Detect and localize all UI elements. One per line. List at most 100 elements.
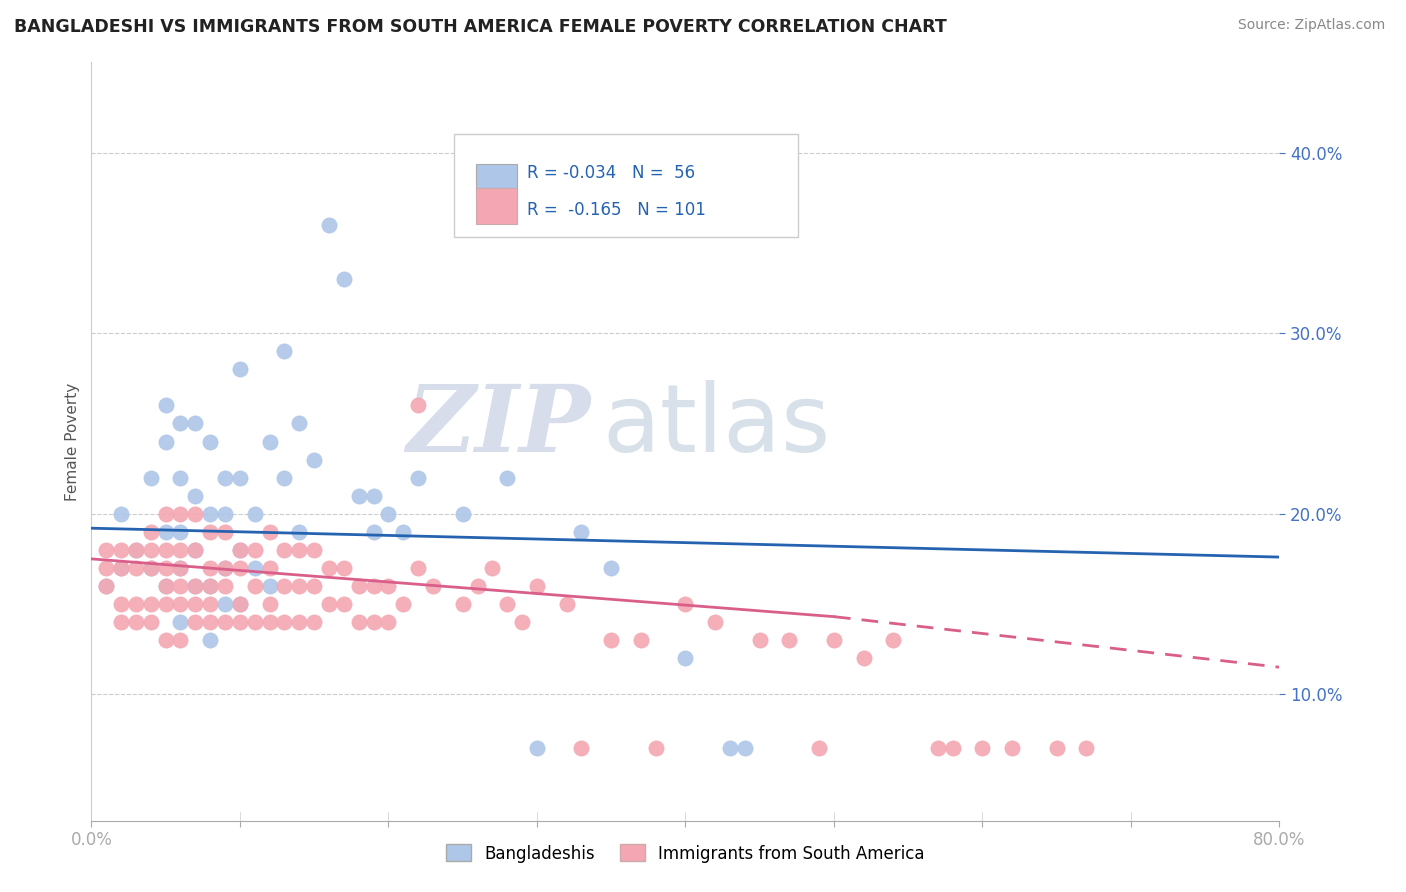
Point	[526, 741, 548, 756]
Point	[139, 615, 162, 629]
Point	[259, 561, 281, 575]
Point	[96, 561, 118, 575]
Point	[200, 524, 222, 539]
Point	[155, 561, 177, 575]
Point	[273, 470, 295, 484]
Point	[125, 615, 148, 629]
Point	[673, 651, 696, 665]
Point	[139, 561, 162, 575]
Point	[200, 561, 222, 575]
Point	[125, 542, 148, 557]
Point	[169, 615, 191, 629]
Point	[200, 434, 222, 449]
Point	[169, 561, 191, 575]
Point	[155, 597, 177, 611]
Point	[363, 579, 385, 593]
Point	[243, 579, 266, 593]
Point	[451, 597, 474, 611]
Text: BANGLADESHI VS IMMIGRANTS FROM SOUTH AMERICA FEMALE POVERTY CORRELATION CHART: BANGLADESHI VS IMMIGRANTS FROM SOUTH AME…	[14, 18, 946, 36]
Point	[526, 579, 548, 593]
Point	[184, 507, 207, 521]
Point	[155, 542, 177, 557]
Point	[184, 489, 207, 503]
Point	[318, 561, 340, 575]
Point	[214, 470, 236, 484]
Point	[184, 615, 207, 629]
Point	[229, 561, 252, 575]
Point	[1076, 741, 1098, 756]
Point	[139, 561, 162, 575]
Point	[214, 561, 236, 575]
Point	[927, 741, 949, 756]
Point	[96, 579, 118, 593]
Text: atlas: atlas	[602, 380, 831, 473]
FancyBboxPatch shape	[454, 135, 799, 236]
Point	[259, 434, 281, 449]
Point	[288, 524, 311, 539]
Point	[214, 615, 236, 629]
Point	[852, 651, 875, 665]
Point	[229, 542, 252, 557]
Point	[139, 542, 162, 557]
Point	[273, 579, 295, 593]
Point	[1001, 741, 1024, 756]
Point	[467, 579, 489, 593]
Point	[273, 542, 295, 557]
Point	[139, 524, 162, 539]
Text: R = -0.034   N =  56: R = -0.034 N = 56	[527, 163, 696, 182]
Point	[823, 633, 845, 648]
Point	[155, 579, 177, 593]
Point	[184, 579, 207, 593]
Point	[169, 597, 191, 611]
Point	[200, 597, 222, 611]
Point	[673, 597, 696, 611]
Point	[200, 507, 222, 521]
Point	[259, 615, 281, 629]
Point	[273, 344, 295, 359]
Y-axis label: Female Poverty: Female Poverty	[65, 383, 80, 500]
Point	[214, 561, 236, 575]
Point	[125, 542, 148, 557]
Point	[318, 597, 340, 611]
Point	[110, 561, 132, 575]
Point	[155, 507, 177, 521]
Point	[808, 741, 831, 756]
FancyBboxPatch shape	[477, 164, 517, 201]
Point	[229, 597, 252, 611]
Point	[363, 489, 385, 503]
Point	[363, 615, 385, 629]
Point	[942, 741, 965, 756]
Point	[139, 470, 162, 484]
Point	[125, 561, 148, 575]
Point	[139, 597, 162, 611]
Point	[110, 597, 132, 611]
Point	[288, 417, 311, 431]
Point	[555, 597, 578, 611]
Point	[406, 470, 429, 484]
Point	[110, 542, 132, 557]
Point	[96, 542, 118, 557]
Point	[243, 615, 266, 629]
Point	[184, 597, 207, 611]
Point	[200, 615, 222, 629]
Point	[200, 579, 222, 593]
Point	[169, 542, 191, 557]
Text: R =  -0.165   N = 101: R = -0.165 N = 101	[527, 201, 706, 219]
Point	[510, 615, 533, 629]
Point	[110, 561, 132, 575]
Point	[155, 434, 177, 449]
Point	[571, 741, 593, 756]
Point	[333, 272, 356, 286]
Point	[392, 597, 415, 611]
Point	[644, 741, 666, 756]
Point	[496, 597, 519, 611]
Point	[110, 615, 132, 629]
Point	[229, 470, 252, 484]
Point	[243, 561, 266, 575]
Point	[363, 524, 385, 539]
Point	[169, 524, 191, 539]
Point	[169, 470, 191, 484]
Point	[406, 561, 429, 575]
Point	[184, 579, 207, 593]
Point	[704, 615, 727, 629]
